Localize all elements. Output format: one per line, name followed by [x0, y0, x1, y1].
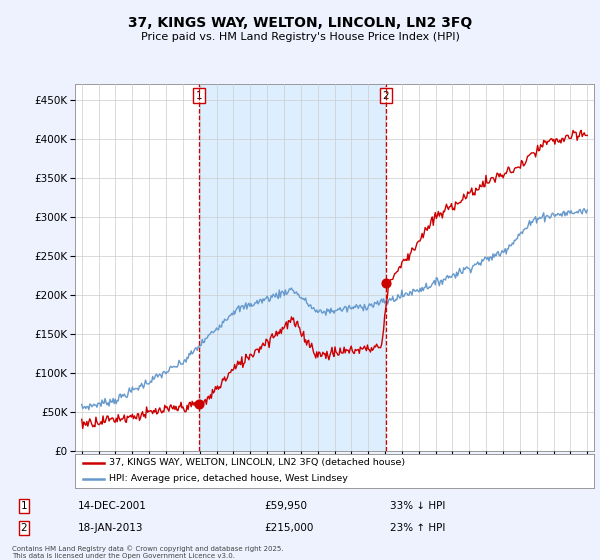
Text: 2: 2 [383, 91, 389, 101]
Point [381, 278, 391, 287]
Bar [199, 84, 386, 451]
Text: 14-DEC-2001: 14-DEC-2001 [78, 501, 147, 511]
Text: £59,950: £59,950 [264, 501, 307, 511]
Text: Price paid vs. HM Land Registry's House Price Index (HPI): Price paid vs. HM Land Registry's House … [140, 32, 460, 43]
Text: Contains HM Land Registry data © Crown copyright and database right 2025.
This d: Contains HM Land Registry data © Crown c… [12, 545, 284, 559]
Text: £215,000: £215,000 [264, 523, 313, 533]
Text: 37, KINGS WAY, WELTON, LINCOLN, LN2 3FQ (detached house): 37, KINGS WAY, WELTON, LINCOLN, LN2 3FQ … [109, 459, 405, 468]
Text: 1: 1 [196, 91, 202, 101]
Text: 33% ↓ HPI: 33% ↓ HPI [390, 501, 445, 511]
Text: 18-JAN-2013: 18-JAN-2013 [78, 523, 143, 533]
Point [194, 399, 204, 408]
Text: 23% ↑ HPI: 23% ↑ HPI [390, 523, 445, 533]
Text: 37, KINGS WAY, WELTON, LINCOLN, LN2 3FQ: 37, KINGS WAY, WELTON, LINCOLN, LN2 3FQ [128, 16, 472, 30]
Text: 1: 1 [20, 501, 28, 511]
Text: 2: 2 [20, 523, 28, 533]
Text: HPI: Average price, detached house, West Lindsey: HPI: Average price, detached house, West… [109, 474, 347, 483]
